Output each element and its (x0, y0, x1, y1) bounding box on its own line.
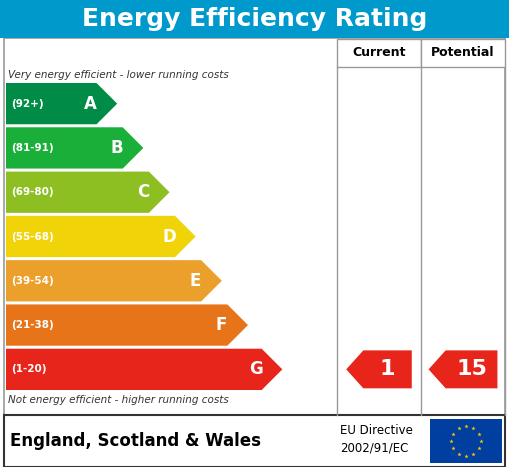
Text: B: B (110, 139, 123, 157)
Text: G: G (249, 361, 263, 378)
Bar (4, 415, 505, 467)
Polygon shape (6, 216, 195, 257)
Polygon shape (6, 127, 144, 169)
Text: F: F (216, 316, 227, 334)
Polygon shape (6, 171, 169, 213)
Text: Very energy efficient - lower running costs: Very energy efficient - lower running co… (8, 70, 229, 80)
Text: EU Directive
2002/91/EC: EU Directive 2002/91/EC (340, 424, 413, 454)
Polygon shape (346, 350, 412, 389)
Text: E: E (189, 272, 201, 290)
Text: 15: 15 (456, 360, 487, 379)
Text: A: A (84, 95, 97, 113)
Text: (39-54): (39-54) (11, 276, 54, 286)
Text: (81-91): (81-91) (11, 143, 53, 153)
Text: (69-80): (69-80) (11, 187, 53, 197)
Text: C: C (137, 183, 149, 201)
Polygon shape (6, 83, 117, 124)
Text: (55-68): (55-68) (11, 232, 54, 241)
Text: Not energy efficient - higher running costs: Not energy efficient - higher running co… (8, 395, 229, 405)
Bar (4, 38, 505, 415)
Polygon shape (6, 304, 248, 346)
Bar (337, 39, 421, 67)
Text: (92+): (92+) (11, 99, 44, 109)
Bar (430, 419, 502, 463)
Text: (1-20): (1-20) (11, 364, 46, 375)
Text: D: D (162, 227, 176, 246)
Text: Energy Efficiency Rating: Energy Efficiency Rating (82, 7, 427, 31)
Text: Potential: Potential (431, 47, 495, 59)
Text: 1: 1 (380, 360, 395, 379)
Bar (421, 39, 505, 67)
Polygon shape (6, 349, 282, 390)
Polygon shape (6, 260, 222, 301)
Text: Current: Current (352, 47, 406, 59)
Text: (21-38): (21-38) (11, 320, 54, 330)
Polygon shape (429, 350, 497, 389)
Text: England, Scotland & Wales: England, Scotland & Wales (10, 432, 261, 450)
Bar (0, 0, 509, 38)
